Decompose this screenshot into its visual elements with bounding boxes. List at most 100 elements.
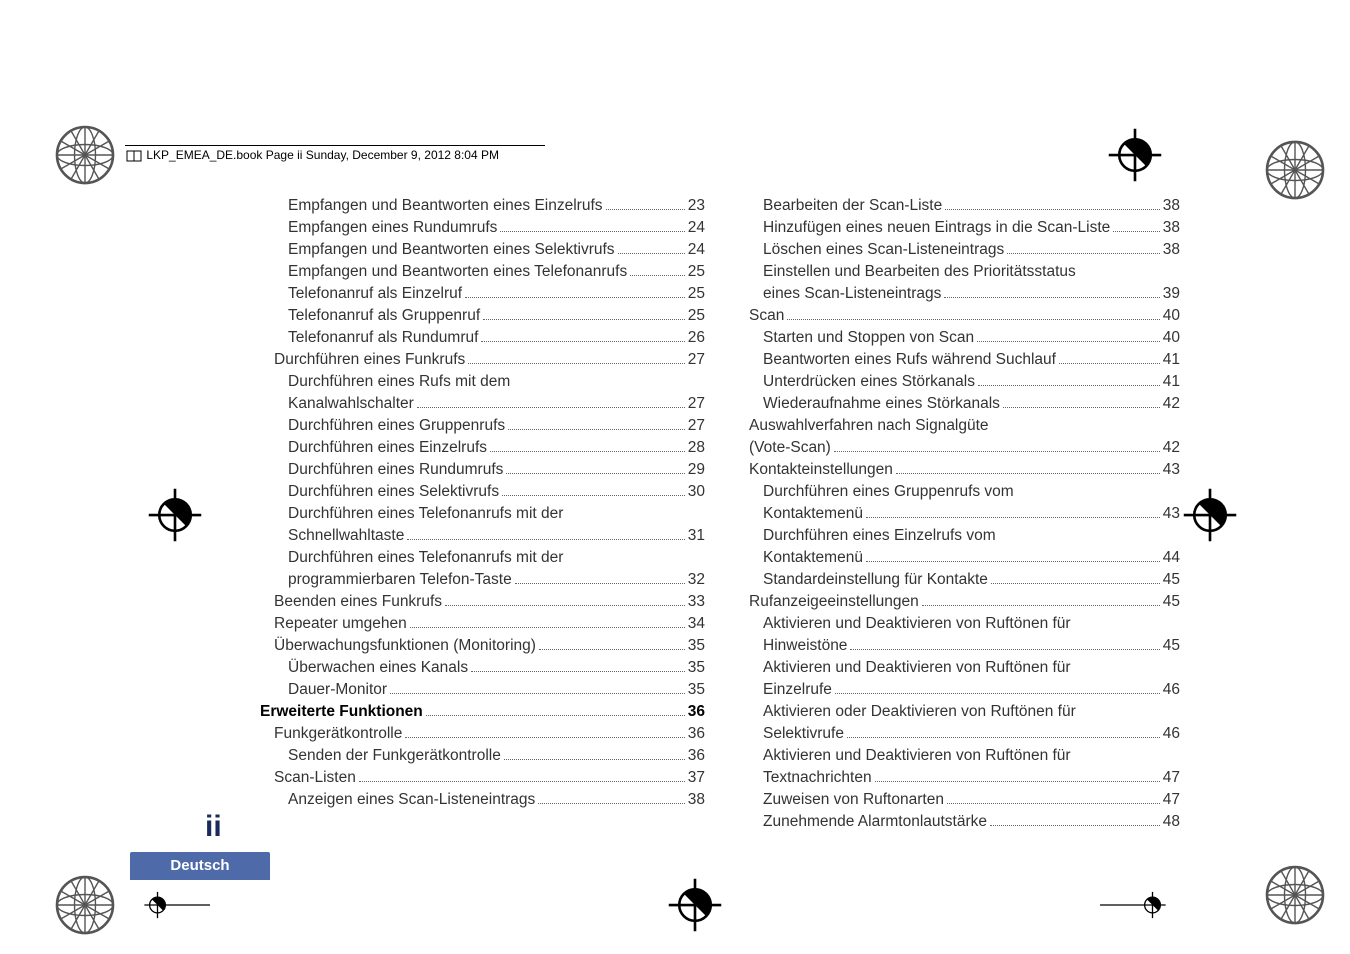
toc-page: 40 [1163, 327, 1180, 349]
toc-page: 47 [1163, 789, 1180, 811]
toc-row: Durchführen eines Telefonanrufs mit der [260, 503, 705, 525]
toc-label: Wiederaufnahme eines Störkanals [763, 393, 1000, 415]
toc-page: 38 [688, 789, 705, 811]
toc-label: Zuweisen von Ruftonarten [763, 789, 944, 811]
toc-row: Empfangen und Beantworten eines Selektiv… [260, 239, 705, 261]
toc-label: Telefonanruf als Rundumruf [288, 327, 478, 349]
toc-label: Empfangen und Beantworten eines Telefona… [288, 261, 627, 283]
toc-dots [410, 627, 685, 628]
registration-mark [50, 120, 90, 160]
toc-page: 38 [1163, 217, 1180, 239]
toc-row: Löschen eines Scan-Listeneintrags 38 [735, 239, 1180, 261]
book-icon [125, 149, 143, 163]
toc-page: 41 [1163, 371, 1180, 393]
toc-label: Aktivieren oder Deaktivieren von Ruftöne… [763, 701, 1076, 723]
toc-dots [866, 517, 1160, 518]
toc-label: Durchführen eines Selektivrufs [288, 481, 499, 503]
toc-dots [630, 275, 685, 276]
toc-row: Einstellen und Bearbeiten des Prioritäts… [735, 261, 1180, 283]
toc-row: Kontaktemenü44 [735, 547, 1180, 569]
toc-row: Aktivieren und Deaktivieren von Ruftönen… [735, 745, 1180, 767]
toc-dots [515, 583, 685, 584]
toc-page: 38 [1163, 239, 1180, 261]
toc-label: Repeater umgehen [274, 613, 407, 635]
toc-page: 25 [688, 261, 705, 283]
toc-page: 45 [1163, 635, 1180, 657]
toc-dots [618, 253, 685, 254]
toc-label: Senden der Funkgerätkontrolle [288, 745, 501, 767]
page-number: ii [205, 810, 222, 844]
toc-label: Selektivrufe [763, 723, 844, 745]
toc-row: Durchführen eines Selektivrufs30 [260, 481, 705, 503]
toc-label: Zunehmende Alarmtonlautstärke [763, 811, 987, 833]
toc-row: Kontaktemenü43 [735, 503, 1180, 525]
registration-mark [1100, 870, 1180, 910]
toc-dots [990, 825, 1160, 826]
toc-dots [947, 803, 1160, 804]
toc-page: 35 [688, 657, 705, 679]
toc-label: Anzeigen eines Scan-Listeneintrags [288, 789, 535, 811]
toc-row: Durchführen eines Rufs mit dem [260, 371, 705, 393]
toc-dots [866, 561, 1160, 562]
toc-page: 46 [1163, 679, 1180, 701]
toc-row: Telefonanruf als Einzelruf25 [260, 283, 705, 305]
registration-mark [50, 870, 90, 910]
toc-row: Senden der Funkgerätkontrolle36 [260, 745, 705, 767]
toc-page: 34 [688, 613, 705, 635]
toc-label: Scan-Listen [274, 767, 356, 789]
toc-row: Erweiterte Funktionen36 [260, 701, 705, 723]
toc-label: Durchführen eines Rufs mit dem [288, 371, 510, 393]
toc-row: Rufanzeigeeinstellungen45 [735, 591, 1180, 613]
toc-row: Textnachrichten47 [735, 767, 1180, 789]
toc-label: Textnachrichten [763, 767, 872, 789]
toc-dots [426, 715, 685, 716]
toc-dots [407, 539, 684, 540]
toc-dots [481, 341, 684, 342]
toc-label: Auswahlverfahren nach Signalgüte [749, 415, 989, 437]
toc-label: Durchführen eines Funkrufs [274, 349, 465, 371]
toc-label: Hinzufügen eines neuen Eintrags in die S… [763, 217, 1110, 239]
toc-label: Bearbeiten der Scan-Liste [763, 195, 942, 217]
toc-row: Beantworten eines Rufs während Suchlauf4… [735, 349, 1180, 371]
toc-dots [506, 473, 684, 474]
toc-dots [390, 693, 685, 694]
toc-row: Telefonanruf als Rundumruf26 [260, 327, 705, 349]
toc-row: Durchführen eines Gruppenrufs 27 [260, 415, 705, 437]
toc-label: Einstellen und Bearbeiten des Prioritäts… [763, 261, 1076, 283]
toc-page: 29 [688, 459, 705, 481]
toc-row: Standardeinstellung für Kontakte45 [735, 569, 1180, 591]
registration-mark [660, 870, 700, 910]
toc-page: 27 [688, 415, 705, 437]
toc-row: Überwachen eines Kanals35 [260, 657, 705, 679]
toc-dots [978, 385, 1160, 386]
toc-row: (Vote-Scan)42 [735, 437, 1180, 459]
toc-dots [405, 737, 684, 738]
toc-label: Kontaktemenü [763, 503, 863, 525]
toc-dots [1113, 231, 1159, 232]
toc-dots [490, 451, 685, 452]
toc-label: programmierbaren Telefon-Taste [288, 569, 512, 591]
toc-label: Überwachungsfunktionen (Monitoring) [274, 635, 536, 657]
toc-page: 42 [1163, 437, 1180, 459]
toc-label: Empfangen und Beantworten eines Einzelru… [288, 195, 603, 217]
toc-label: Telefonanruf als Einzelruf [288, 283, 462, 305]
toc-dots [508, 429, 685, 430]
toc-label: Scan [749, 305, 784, 327]
registration-mark [140, 480, 180, 520]
toc-page: 42 [1163, 393, 1180, 415]
registration-mark [1175, 480, 1215, 520]
toc-label: Durchführen eines Telefonanrufs mit der [288, 503, 563, 525]
toc-row: Durchführen eines Rundumrufs29 [260, 459, 705, 481]
toc-label: Hinweistöne [763, 635, 847, 657]
toc-content: Empfangen und Beantworten eines Einzelru… [260, 195, 1180, 833]
toc-label: Durchführen eines Einzelrufs [288, 437, 487, 459]
toc-dots [977, 341, 1160, 342]
toc-page: 43 [1163, 459, 1180, 481]
toc-row: Bearbeiten der Scan-Liste38 [735, 195, 1180, 217]
toc-label: Durchführen eines Gruppenrufs [288, 415, 505, 437]
toc-row: Durchführen eines Gruppenrufs vom [735, 481, 1180, 503]
toc-row: Unterdrücken eines Störkanals41 [735, 371, 1180, 393]
toc-row: Hinweistöne 45 [735, 635, 1180, 657]
toc-row: Überwachungsfunktionen (Monitoring)35 [260, 635, 705, 657]
toc-label: Löschen eines Scan-Listeneintrags [763, 239, 1004, 261]
